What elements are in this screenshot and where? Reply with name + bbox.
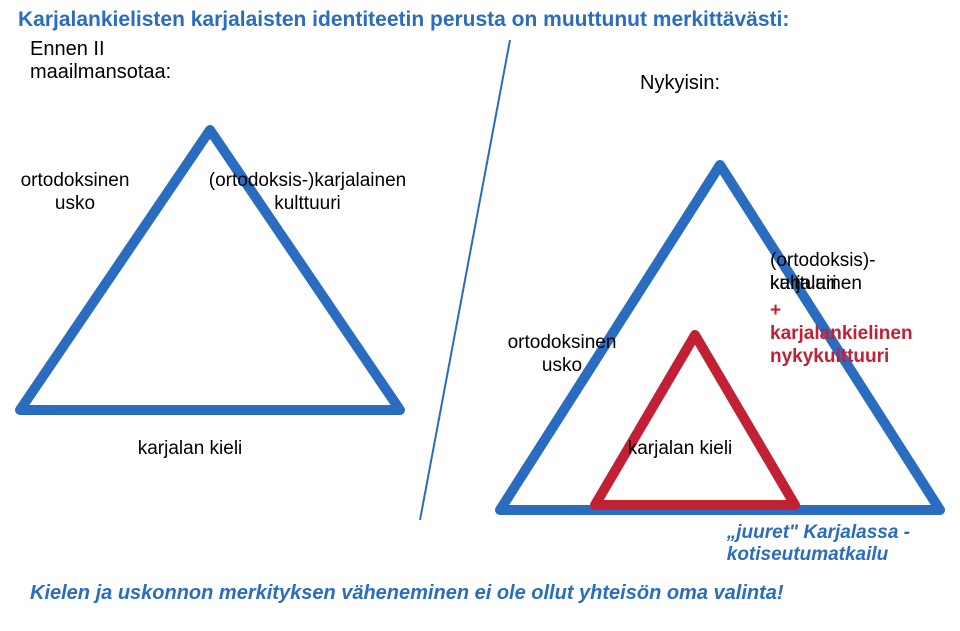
label-plus: +: [770, 300, 781, 323]
divider-line: [420, 40, 510, 520]
label-karjalan-kieli-right: karjalan kieli: [600, 438, 760, 461]
label-karjalankielinen: karjalankielinen: [770, 323, 913, 346]
quote-juuret: „juuret" Karjalassa - kotiseutumatkailu: [727, 522, 910, 566]
quote-line2: kotiseutumatkailu: [727, 544, 910, 566]
label-nykykulttuuri: nykykulttuuri: [770, 346, 889, 369]
quote-line1: „juuret" Karjalassa -: [727, 522, 910, 544]
label-ortodoksinen-usko-right: ortodoksinenusko: [492, 332, 632, 378]
label-ortodoksis-karjalainen-line2: kulttuuri: [770, 273, 837, 296]
footnote: Kielen ja uskonnon merkityksen vähenemin…: [30, 582, 784, 605]
label-ortodoksis-karjalainen-kulttuuri: (ortodoksis-)karjalainenkulttuuri: [185, 170, 430, 216]
label-karjalan-kieli-left: karjalan kieli: [110, 438, 270, 461]
label-ortodoksinen-usko-left: ortodoksinenusko: [5, 170, 145, 216]
